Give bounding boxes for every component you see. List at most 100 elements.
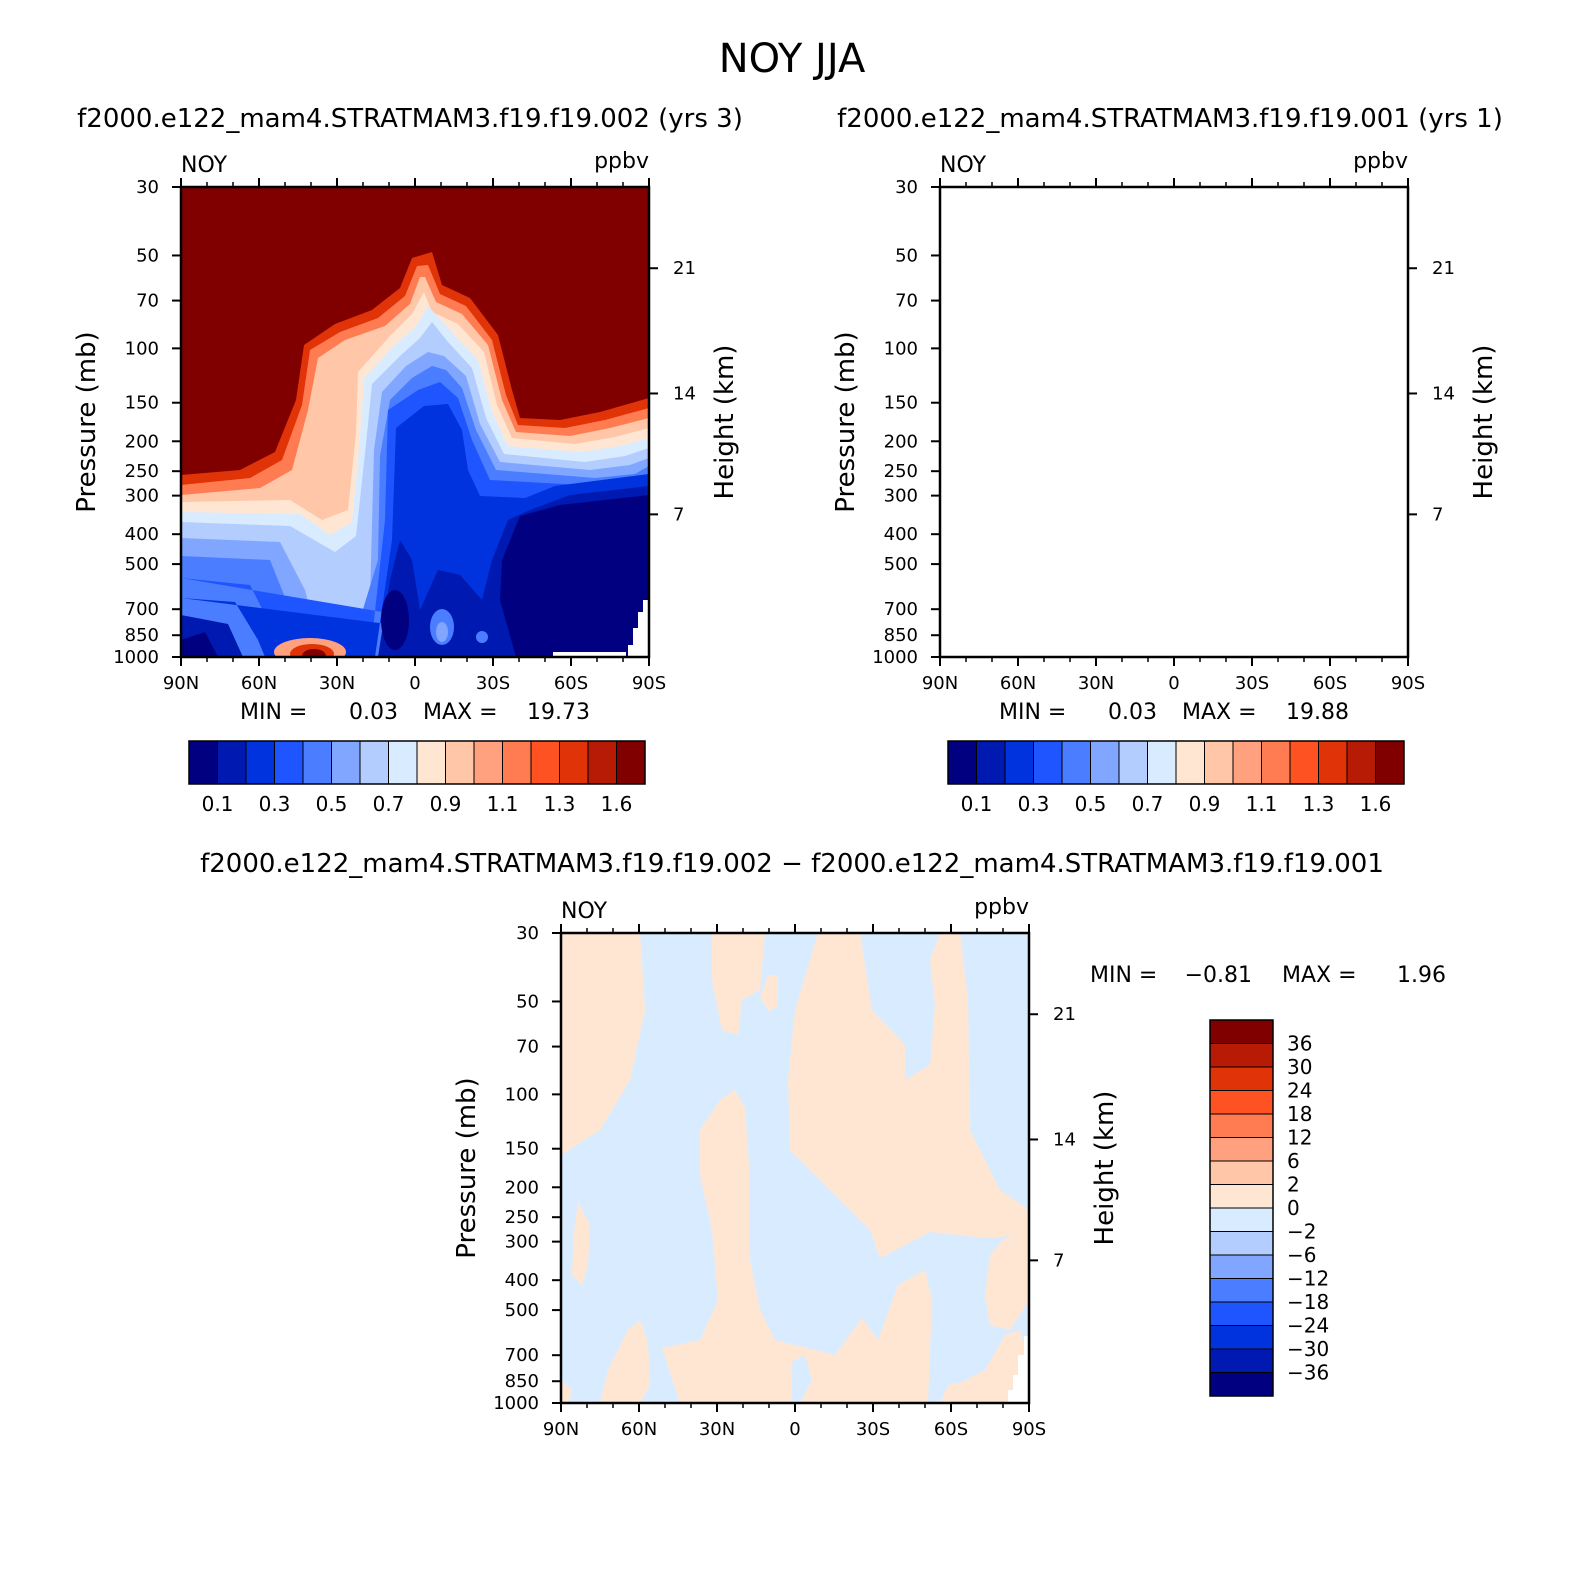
colorbar-swatch-right (1261, 740, 1291, 785)
panel-subtitle-right: f2000.e122_mam4.STRATMAM3.f19.f19.001 (y… (837, 104, 1503, 134)
colorbar-swatch-diff (1209, 1184, 1274, 1209)
colorbar-label-diff: −2 (1287, 1220, 1316, 1244)
y-axis-title-left: Pressure (mb) (72, 331, 102, 512)
max-value-left: 19.73 (527, 700, 590, 725)
y2-axis-title-diff: Height (km) (1090, 1091, 1120, 1246)
colorbar-swatch-left (502, 740, 532, 785)
x-tick-label-right: 30N (1078, 673, 1114, 694)
y-tick-label-right: 850 (884, 625, 918, 646)
colorbar-swatch-right (1232, 740, 1262, 785)
colorbar-label-right: 0.1 (961, 792, 993, 816)
colorbar-label-diff: 30 (1287, 1055, 1312, 1079)
x-tick-label-diff: 30S (856, 1419, 890, 1440)
panel-subtitle-diff: f2000.e122_mam4.STRATMAM3.f19.f19.002 − … (200, 849, 1384, 879)
contour-panel-right: 90N 60N 30N 0 30S 60S 90S 30 50 70 100 150 200 250 300… (872, 177, 1455, 694)
y-tick-label-right: 500 (884, 554, 918, 575)
colorbar-label-diff: 18 (1287, 1102, 1312, 1126)
colorbar-swatch-right (1061, 740, 1091, 785)
y-tick-label-diff: 50 (516, 991, 539, 1012)
x-tick-label-diff: 90S (1012, 1419, 1046, 1440)
contour-field-right (940, 187, 1408, 666)
y-tick-label-diff: 30 (516, 923, 539, 944)
contour-panel-left: 90N 60N 30N 0 30S 60S 90S 30 50 70 100 150 200 250 300… (113, 177, 696, 694)
height-tick-label-right: 7 (1432, 504, 1443, 525)
colorbar-swatch-left (530, 740, 560, 785)
height-tick-label-left: 14 (673, 383, 696, 404)
units-label-left: ppbv (594, 149, 649, 174)
colorbar-swatch-left (274, 740, 304, 785)
colorbar-swatch-right (1375, 740, 1405, 785)
colorbar-label-right: 0.7 (1132, 792, 1164, 816)
y-tick-label-right: 400 (884, 524, 918, 545)
y-tick-label-right: 250 (884, 461, 918, 482)
colorbar-swatch-left (359, 740, 389, 785)
y-tick-label-diff: 250 (505, 1207, 539, 1228)
colorbar-label-right: 1.1 (1246, 792, 1278, 816)
colorbar-label-left: 0.7 (373, 792, 405, 816)
y-tick-label-right: 50 (895, 245, 918, 266)
colorbar-swatch-diff (1209, 1372, 1274, 1397)
colorbar-swatch-right (1004, 740, 1034, 785)
x-tick-label-right: 60S (1313, 673, 1347, 694)
max-label-diff: MAX = (1282, 963, 1357, 988)
colorbar-swatch-right (1204, 740, 1234, 785)
height-tick-label-right: 21 (1432, 258, 1455, 279)
max-value-diff: 1.96 (1397, 963, 1446, 988)
y-tick-label-right: 30 (895, 177, 918, 198)
colorbar-label-left: 1.1 (487, 792, 519, 816)
height-tick-label-diff: 7 (1053, 1250, 1064, 1271)
colorbar-swatch-diff (1209, 1325, 1274, 1350)
colorbar-label-right: 0.5 (1075, 792, 1107, 816)
colorbar-swatch-diff (1209, 1278, 1274, 1303)
y-tick-label-diff: 850 (505, 1371, 539, 1392)
min-label-left: MIN = (240, 700, 307, 725)
min-value-diff: −0.81 (1185, 963, 1252, 988)
colorbar-label-left: 0.3 (259, 792, 291, 816)
var-label-diff: NOY (561, 899, 608, 924)
colorbar-label-diff: 12 (1287, 1126, 1312, 1150)
colorbar-swatch-diff (1209, 1137, 1274, 1162)
x-tick-label-left: 0 (409, 673, 420, 694)
colorbar-label-right: 1.3 (1303, 792, 1335, 816)
y-tick-label-diff: 150 (505, 1139, 539, 1160)
colorbar-swatch-right (1289, 740, 1319, 785)
colorbar-swatch-right (1033, 740, 1063, 785)
x-tick-label-diff: 0 (789, 1419, 800, 1440)
y-tick-label-right: 100 (884, 338, 918, 359)
height-tick-label-right: 14 (1432, 383, 1455, 404)
min-value-right: 0.03 (1108, 700, 1157, 725)
colorbar-label-diff: −18 (1287, 1290, 1329, 1314)
y-tick-label-left: 250 (125, 461, 159, 482)
var-label-right: NOY (940, 153, 987, 178)
y-tick-label-diff: 400 (505, 1270, 539, 1291)
y-tick-label-diff: 1000 (493, 1393, 539, 1414)
contour-field-left (181, 187, 649, 657)
y-tick-label-diff: 700 (505, 1345, 539, 1366)
colorbar-label-left: 0.9 (430, 792, 462, 816)
x-tick-label-left: 30S (476, 673, 510, 694)
y-tick-label-left: 30 (136, 177, 159, 198)
min-label-right: MIN = (999, 700, 1066, 725)
y-axis-title-right: Pressure (mb) (831, 331, 861, 512)
x-tick-label-right: 30S (1235, 673, 1269, 694)
colorbar-label-diff: −6 (1287, 1243, 1316, 1267)
y-tick-label-left: 300 (125, 486, 159, 507)
colorbar-swatch-right (1090, 740, 1120, 785)
colorbar-swatch-left (587, 740, 617, 785)
plot-frame-right: 90N 60N 30N 0 30S 60S 90S 30 50 70 100 150 200 250 300… (872, 177, 1455, 694)
y2-axis-title-left: Height (km) (710, 345, 740, 500)
max-label-left: MAX = (423, 700, 498, 725)
colorbar-swatch-left (388, 740, 418, 785)
colorbar-label-diff: −36 (1287, 1361, 1329, 1385)
colorbar-swatch-right (947, 740, 977, 785)
units-label-diff: ppbv (974, 895, 1029, 920)
y-tick-label-diff: 300 (505, 1232, 539, 1253)
y-tick-label-right: 200 (884, 431, 918, 452)
max-value-right: 19.88 (1286, 700, 1349, 725)
y-tick-label-right: 70 (895, 291, 918, 312)
colorbar-swatch-diff (1209, 1043, 1274, 1068)
colorbar-swatch-diff (1209, 1090, 1274, 1115)
colorbar-swatch-left (188, 740, 218, 785)
y-tick-label-left: 400 (125, 524, 159, 545)
colorbar-swatch-left (245, 740, 275, 785)
